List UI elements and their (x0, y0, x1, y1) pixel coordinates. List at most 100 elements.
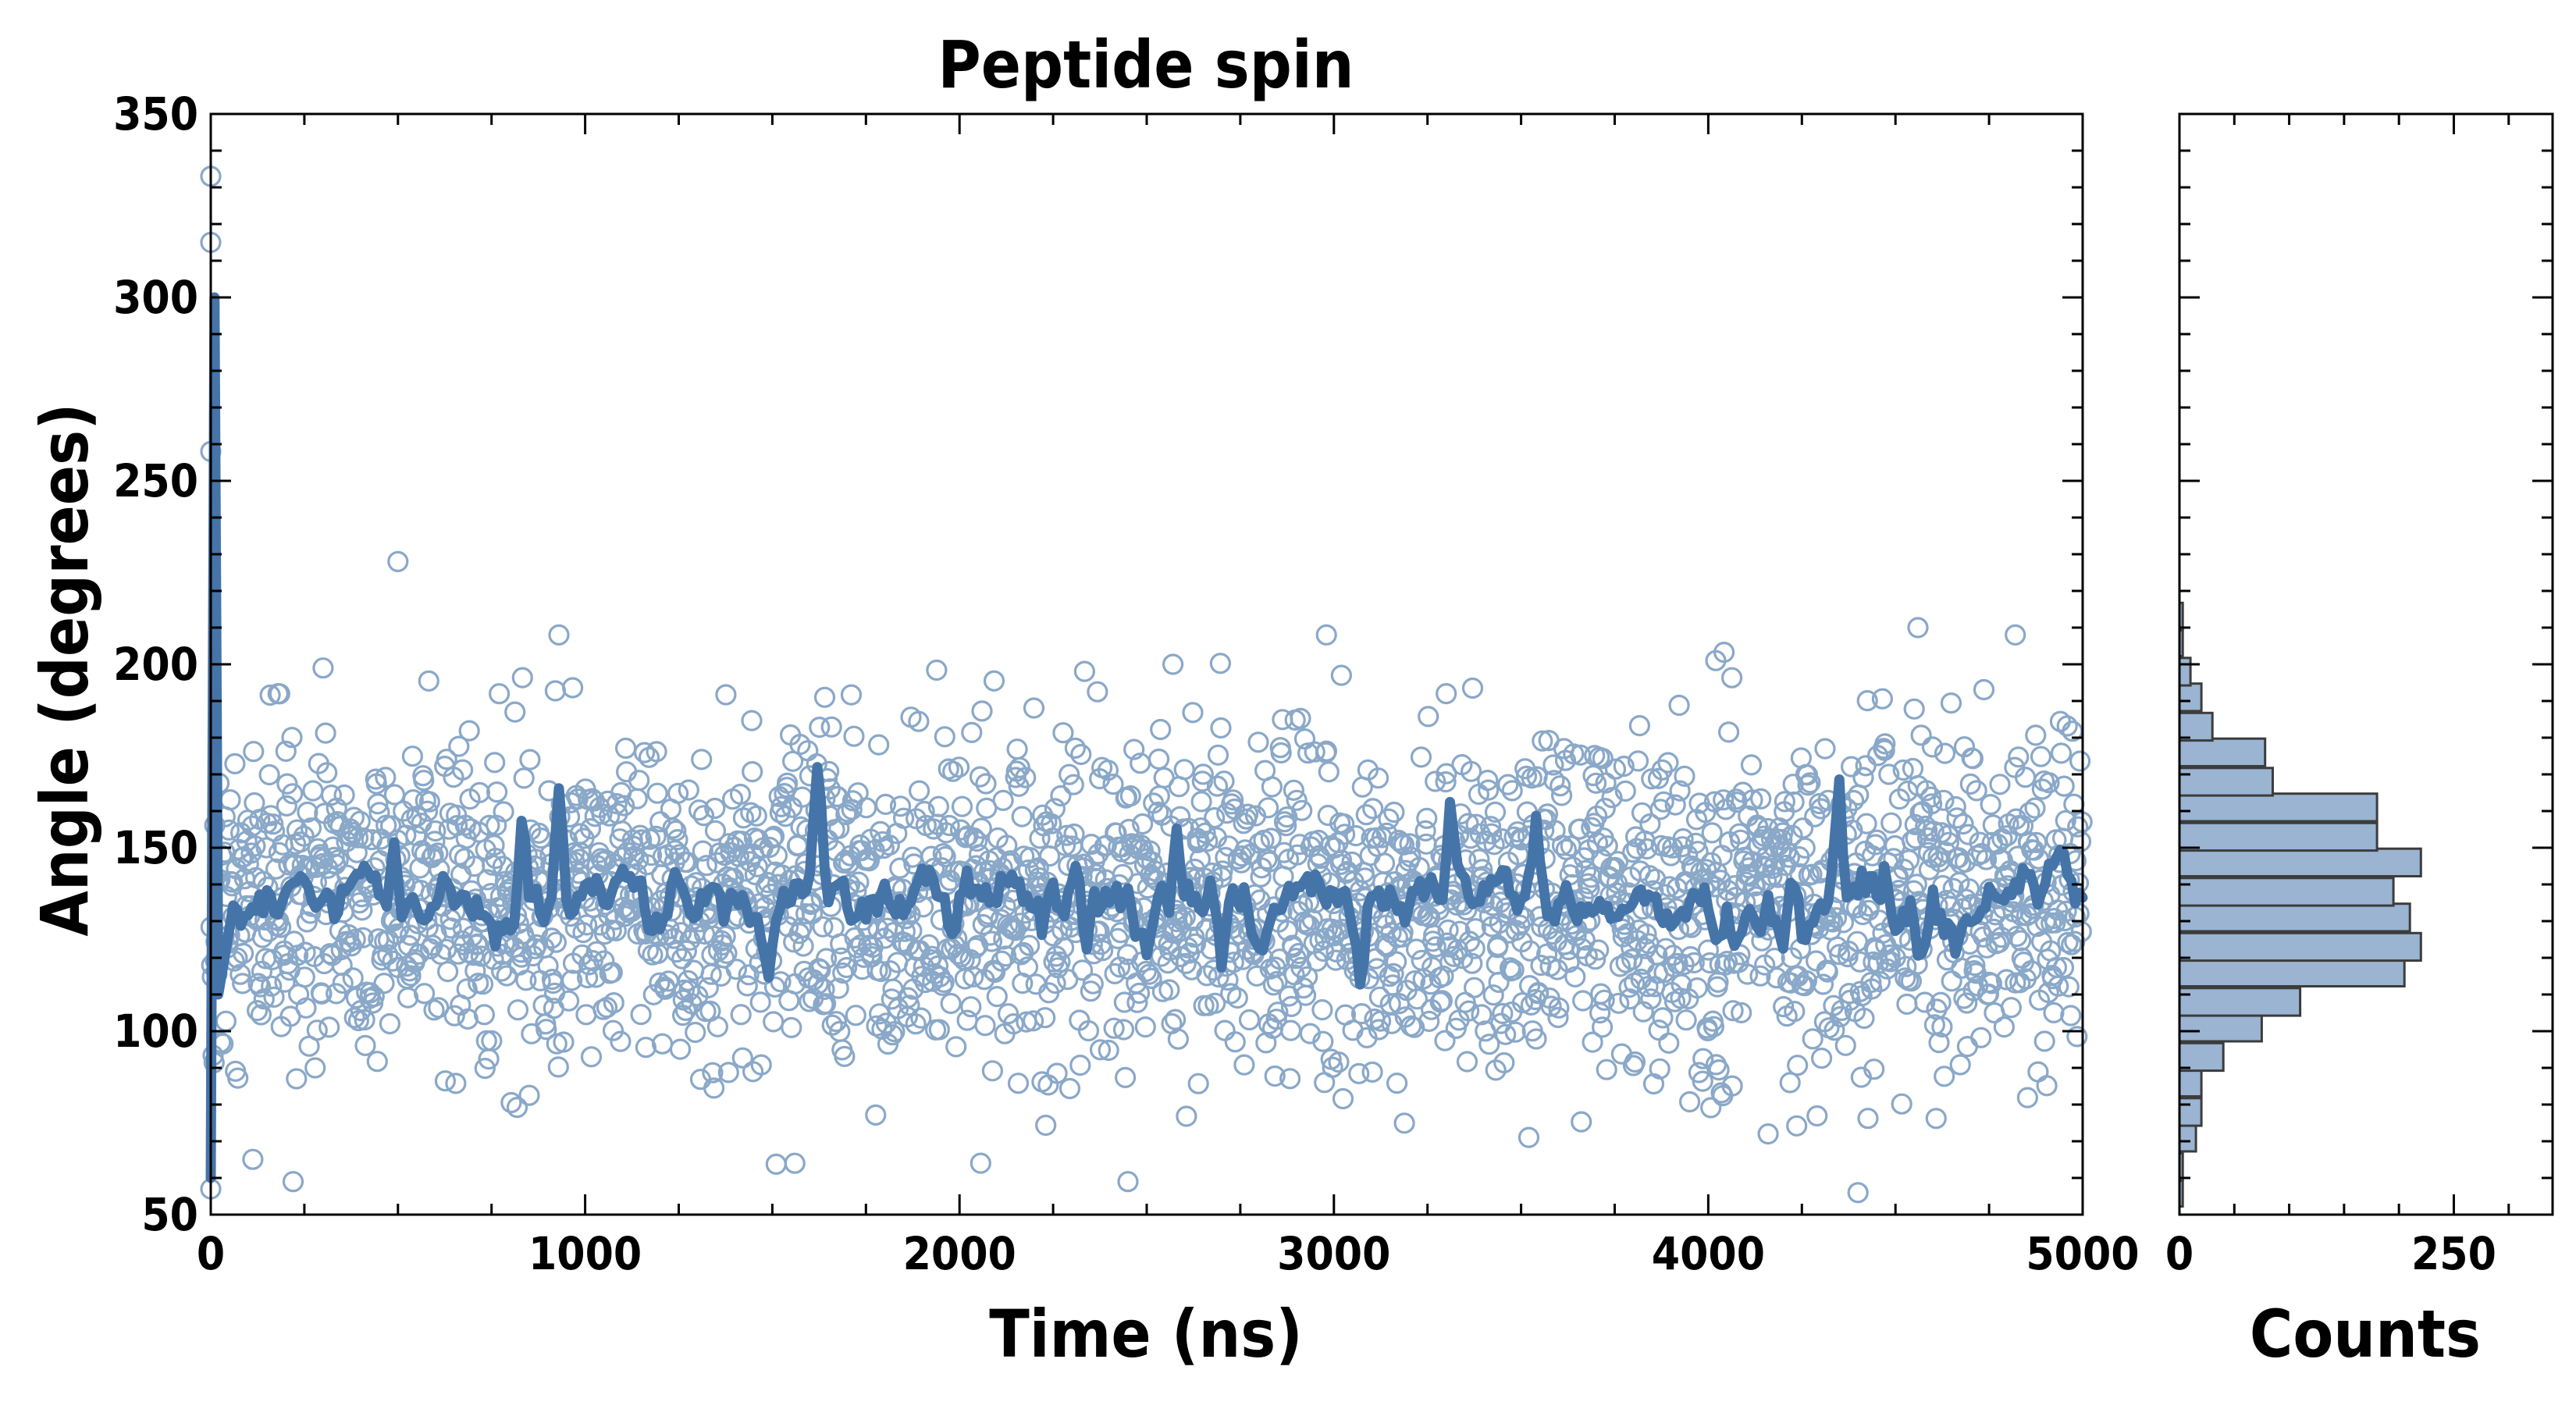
scatter-point (1685, 832, 1706, 854)
scatter-point (1873, 739, 1895, 761)
scatter-point (1063, 823, 1085, 845)
scatter-point (1692, 1048, 1714, 1069)
scatter-point (1431, 990, 1453, 1012)
histogram-panel: 0 250 (2165, 112, 2554, 1280)
scatter-point (832, 962, 854, 984)
scatter-point (241, 815, 263, 837)
scatter-point (1941, 970, 1962, 992)
scatter-point (383, 784, 405, 806)
scatter-point (1921, 793, 1943, 815)
scatter-point (247, 999, 269, 1022)
scatter-point (1697, 939, 1719, 961)
scatter-point (945, 1036, 967, 1058)
scatter-point (2047, 899, 2069, 921)
scatter-point (677, 970, 699, 991)
scatter-point (1880, 951, 1902, 973)
scatter-point (1226, 987, 1248, 1009)
scatter-point (260, 805, 282, 827)
scatter-point (731, 831, 753, 852)
scatter-point (399, 924, 422, 946)
scatter-point (1369, 1010, 1392, 1032)
scatter-point (1823, 1019, 1845, 1041)
x-tick-label: 4000 (1652, 1227, 1765, 1280)
scatter-point (557, 990, 580, 1012)
scatter-point (1857, 1108, 1879, 1130)
scatter-point (575, 914, 598, 936)
scatter-point (1361, 1061, 1383, 1083)
scatter-point (1350, 1002, 1373, 1025)
scatter-point (776, 772, 799, 794)
scatter-point (1057, 969, 1079, 991)
scatter-point (222, 871, 244, 893)
scatter-point (2020, 959, 2042, 982)
scatter-point (1880, 812, 1902, 834)
scatter-point (735, 860, 756, 882)
scatter-point (1406, 988, 1429, 1010)
scatter-point (908, 710, 930, 732)
scatter-point (1432, 965, 1454, 987)
scatter-point (961, 721, 983, 744)
scatter-point (1959, 878, 1980, 900)
scatter-point (1884, 834, 1906, 857)
scatter-point (387, 550, 409, 573)
scatter-point (792, 935, 814, 957)
scatter-point (1041, 827, 1063, 849)
scatter-point (1951, 957, 1973, 980)
scatter-point (443, 1005, 465, 1027)
scatter-point (763, 1011, 785, 1033)
scatter-point (1034, 1007, 1056, 1029)
scatter-point (1049, 951, 1071, 973)
scatter-point (451, 759, 474, 781)
y-tick-label: 100 (113, 1005, 198, 1058)
scatter-point (2006, 925, 2028, 948)
scatter-point (1416, 807, 1438, 830)
scatter-point (1436, 682, 1457, 705)
histogram-plot-frame (2178, 112, 2554, 1216)
scatter-point (704, 797, 726, 820)
scatter-point (1311, 998, 1333, 1021)
scatter-point (1414, 820, 1436, 842)
scatter-point (436, 749, 457, 770)
scatter-point (402, 788, 424, 811)
scatter-point (1613, 755, 1635, 777)
scatter-point (1332, 1087, 1354, 1110)
scatter-point (1012, 941, 1034, 963)
scatter-point (341, 821, 364, 843)
scatter-point (366, 1051, 388, 1073)
scatter-point (286, 819, 308, 841)
scatter-point (1437, 919, 1459, 941)
scatter-point (723, 867, 745, 889)
scatter-point (845, 1005, 866, 1027)
scatter-point (1933, 789, 1955, 811)
scatter-point (1015, 767, 1037, 788)
scatter-point (2033, 1030, 2055, 1052)
scatter-point (1670, 987, 1692, 1009)
scatter-point (1025, 973, 1047, 995)
scatter-point (504, 701, 526, 723)
scatter-point (1460, 760, 1482, 782)
scatter-point (410, 879, 432, 902)
scatter-point (1478, 779, 1500, 801)
scatter-point (318, 1016, 340, 1038)
scatter-point (1604, 758, 1627, 780)
scatter-point (1009, 756, 1030, 778)
scatter-point (416, 800, 439, 822)
hist-x-tick-label: 250 (2411, 1227, 2496, 1280)
scatter-point (1312, 1030, 1334, 1052)
scatter-point (1703, 791, 1725, 813)
scatter-point (1874, 733, 1896, 755)
scatter-point (1082, 973, 1104, 994)
scatter-point (1859, 895, 1880, 917)
scatter-point (966, 934, 989, 956)
scatter-point (1686, 977, 1708, 999)
scatter-point (294, 966, 315, 988)
scatter-point (1907, 617, 1929, 639)
scatter-point (628, 770, 650, 792)
scatter-point (966, 830, 988, 852)
scatter-point (975, 773, 997, 795)
scatter-point (580, 1046, 603, 1068)
scatter-point (1482, 984, 1504, 1006)
scatter-point (1493, 1051, 1515, 1074)
scatter-point (610, 1030, 632, 1052)
scatter-point (1077, 1019, 1100, 1042)
